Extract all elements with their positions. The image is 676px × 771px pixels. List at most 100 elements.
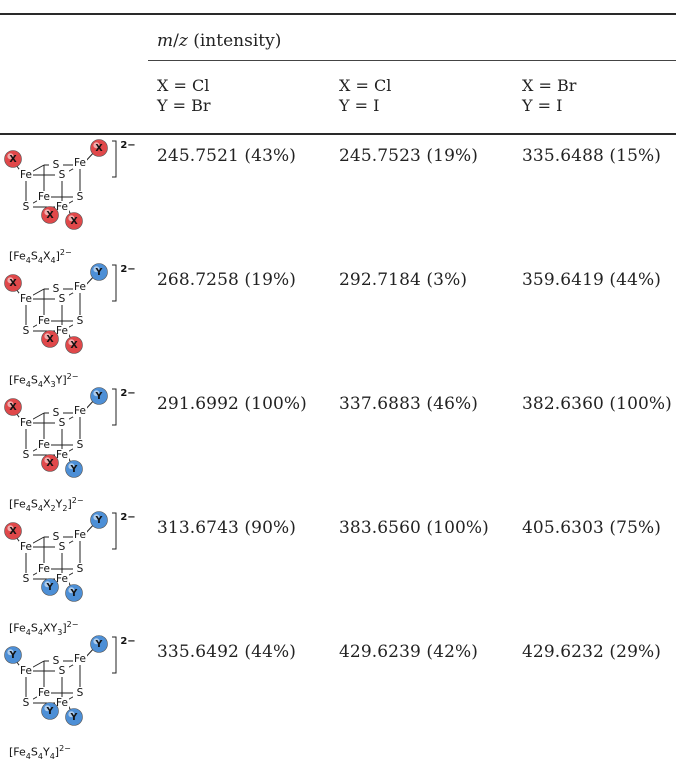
fe-atom-label: Fe xyxy=(20,293,32,305)
group-header-rule xyxy=(148,60,676,61)
ligand-sphere-y: Y xyxy=(90,263,108,281)
ligand-sphere-x: X xyxy=(4,274,22,292)
s-atom-label: S xyxy=(53,159,60,171)
s-atom-label: S xyxy=(77,439,84,451)
svg-text:Y: Y xyxy=(9,650,17,661)
svg-text:X: X xyxy=(9,402,17,413)
column-header-3-y: Y = I xyxy=(522,96,563,115)
column-header-2-y: Y = I xyxy=(339,96,380,115)
value-cell: 337.6883 (46%) xyxy=(339,394,478,414)
column-group-header: m/z (intensity) xyxy=(157,31,281,51)
fe-atom-label: Fe xyxy=(20,417,32,429)
value-cell: 382.6360 (100%) xyxy=(522,394,672,414)
value-cell: 245.7523 (19%) xyxy=(339,146,478,166)
ligand-sphere-x: X xyxy=(41,206,59,224)
fe-atom-label: Fe xyxy=(56,201,68,213)
s-atom-label: S xyxy=(23,573,30,585)
ligand-sphere-y: Y xyxy=(41,702,59,720)
svg-text:X: X xyxy=(46,458,54,469)
cluster-structure: S Fe S Fe Fe S S Fe Y Y Y Y 2− xyxy=(4,635,144,755)
cluster-formula: [Fe4S4X3Y]2− xyxy=(9,372,79,389)
s-atom-label: S xyxy=(23,449,30,461)
s-atom-label: S xyxy=(77,687,84,699)
column-header-1-x: X = Cl xyxy=(157,76,210,95)
value-cell: 292.7184 (3%) xyxy=(339,270,468,290)
svg-text:X: X xyxy=(46,210,54,221)
value-cell: 335.6492 (44%) xyxy=(157,642,296,662)
svg-text:X: X xyxy=(70,216,78,227)
ligand-sphere-x: X xyxy=(41,454,59,472)
cluster-formula: [Fe4S4XY3]2− xyxy=(9,620,79,637)
charge-label: 2− xyxy=(120,140,135,151)
value-cell: 335.6488 (15%) xyxy=(522,146,661,166)
charge-bracket xyxy=(112,264,117,302)
ligand-sphere-y: Y xyxy=(65,584,83,602)
ligand-sphere-y: Y xyxy=(4,646,22,664)
svg-text:X: X xyxy=(9,154,17,165)
svg-text:X: X xyxy=(9,526,17,537)
value-cell: 429.6232 (29%) xyxy=(522,642,661,662)
fe-atom-label: Fe xyxy=(56,325,68,337)
cluster-structure: S Fe S Fe Fe S S Fe X X X X 2− xyxy=(4,139,144,259)
s-atom-label: S xyxy=(59,417,66,429)
ligand-sphere-x: X xyxy=(90,139,108,157)
ligand-sphere-x: X xyxy=(41,330,59,348)
value-cell: 245.7521 (43%) xyxy=(157,146,296,166)
svg-text:Y: Y xyxy=(70,464,78,475)
cluster-formula: [Fe4S4X4]2− xyxy=(9,248,72,265)
ligand-sphere-y: Y xyxy=(65,708,83,726)
s-atom-label: S xyxy=(53,283,60,295)
fe-atom-label: Fe xyxy=(20,541,32,553)
s-atom-label: S xyxy=(59,169,66,181)
fe-atom-label: Fe xyxy=(74,281,86,293)
column-header-2-x: X = Cl xyxy=(339,76,392,95)
ligand-sphere-x: X xyxy=(4,150,22,168)
ligand-sphere-y: Y xyxy=(41,578,59,596)
charge-bracket xyxy=(112,636,117,674)
table-header-rule xyxy=(0,133,676,135)
s-atom-label: S xyxy=(77,315,84,327)
charge-bracket xyxy=(112,140,117,178)
charge-bracket xyxy=(112,388,117,426)
cluster-formula: [Fe4S4X2Y2]2− xyxy=(9,496,84,513)
mz-slash-label: / xyxy=(173,31,179,51)
svg-text:Y: Y xyxy=(46,582,54,593)
svg-text:X: X xyxy=(70,340,78,351)
ligand-sphere-x: X xyxy=(4,398,22,416)
fe-atom-label: Fe xyxy=(74,653,86,665)
s-atom-label: S xyxy=(53,407,60,419)
svg-text:Y: Y xyxy=(70,712,78,723)
cluster-formula: [Fe4S4Y4]2− xyxy=(9,744,71,761)
s-atom-label: S xyxy=(23,201,30,213)
s-atom-label: S xyxy=(23,697,30,709)
value-cell: 405.6303 (75%) xyxy=(522,518,661,538)
value-cell: 359.6419 (44%) xyxy=(522,270,661,290)
ligand-sphere-y: Y xyxy=(90,387,108,405)
charge-label: 2− xyxy=(120,388,135,399)
svg-text:Y: Y xyxy=(46,706,54,717)
fe-atom-label: Fe xyxy=(74,405,86,417)
ligand-sphere-x: X xyxy=(65,212,83,230)
svg-text:X: X xyxy=(95,143,103,154)
table-top-rule xyxy=(0,13,676,15)
charge-label: 2− xyxy=(120,636,135,647)
fe-atom-label: Fe xyxy=(38,191,50,203)
charge-bracket xyxy=(112,512,117,550)
value-cell: 383.6560 (100%) xyxy=(339,518,489,538)
intensity-label: (intensity) xyxy=(187,31,282,51)
column-header-1-y: Y = Br xyxy=(157,96,211,115)
fe-atom-label: Fe xyxy=(74,529,86,541)
column-header-3: X = Br Y = I xyxy=(522,76,576,116)
fe-atom-label: Fe xyxy=(20,665,32,677)
fe-atom-label: Fe xyxy=(38,563,50,575)
s-atom-label: S xyxy=(59,541,66,553)
svg-text:X: X xyxy=(46,334,54,345)
fe-atom-label: Fe xyxy=(56,573,68,585)
ligand-sphere-x: X xyxy=(4,522,22,540)
fe-atom-label: Fe xyxy=(38,315,50,327)
s-atom-label: S xyxy=(23,325,30,337)
